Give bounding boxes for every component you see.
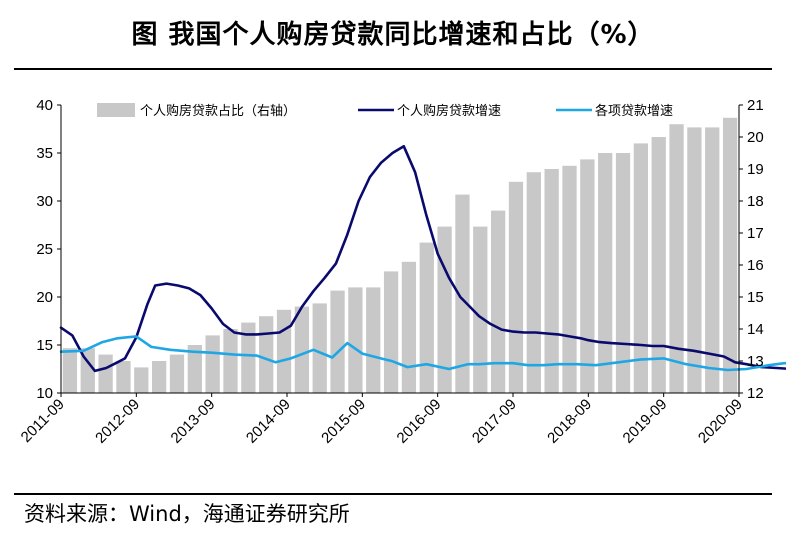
bar-mark <box>366 287 381 393</box>
x-tick-label: 2011-09 <box>18 396 68 446</box>
bar-mark <box>80 348 95 393</box>
x-tick-label: 2018-09 <box>544 396 595 447</box>
x-tick-label: 2016-09 <box>394 396 445 447</box>
legend-item-housing-growth-label: 个人购房贷款增速 <box>397 103 501 119</box>
y-right-tick-label: 15 <box>747 289 764 306</box>
bar-mark <box>330 290 345 393</box>
y-left-tick-label: 15 <box>36 337 53 354</box>
bar-mark <box>669 124 684 393</box>
x-tick-label: 2019-09 <box>620 396 671 447</box>
x-tick-label: 2014-09 <box>243 396 294 447</box>
bar-mark <box>437 226 452 393</box>
legend-item-total-growth-label: 各项贷款增速 <box>595 103 673 119</box>
bar-mark <box>259 316 274 393</box>
bar-mark <box>241 322 256 393</box>
y-right-tick-label: 16 <box>747 257 764 274</box>
bottom-rule <box>14 493 772 495</box>
source-note: 资料来源：Wind，海通证券研究所 <box>24 502 350 526</box>
housing-loan-growth-line <box>59 145 786 373</box>
bar-mark <box>419 242 434 393</box>
bar-mark <box>722 117 738 394</box>
y-right-tick-label: 21 <box>747 97 764 114</box>
bar-mark <box>580 159 595 393</box>
legend-group: 个人购房贷款占比（右轴） 个人购房贷款增速 各项贷款增速 <box>97 103 673 119</box>
bar-mark <box>473 226 488 393</box>
bar-mark <box>705 127 720 394</box>
bar-mark <box>598 153 613 393</box>
bar-mark <box>134 367 149 393</box>
bar-mark <box>151 361 167 393</box>
bar-mark <box>348 287 363 393</box>
y-right-tick-label: 19 <box>747 161 764 178</box>
top-rule <box>14 68 772 70</box>
bar-mark <box>562 165 577 393</box>
x-tick-label: 2012-09 <box>92 396 143 447</box>
chart-title: 图 我国个人购房贷款同比增速和占比（%） <box>131 20 655 50</box>
bar-mark <box>651 137 666 393</box>
y-right-tick-label: 20 <box>747 129 764 146</box>
total-loan-growth-line <box>59 335 786 372</box>
y-right-tick-label: 12 <box>747 385 764 402</box>
bar-mark <box>312 303 327 393</box>
y-left-tick-label: 25 <box>36 241 53 258</box>
bar-mark <box>116 361 131 393</box>
x-tick-label: 2013-09 <box>168 396 219 447</box>
y-left-tick-label: 35 <box>36 145 53 162</box>
bar-mark <box>98 354 113 393</box>
bar-mark <box>544 169 559 393</box>
title-bar: 图 我国个人购房贷款同比增速和占比（%） <box>0 0 786 68</box>
x-tick-label: 2017-09 <box>469 396 520 447</box>
bar-mark <box>187 345 202 393</box>
x-tick-label: 2020-09 <box>695 396 746 447</box>
x-tick-label: 2015-09 <box>318 396 369 447</box>
y-right-tick-label: 17 <box>747 225 764 242</box>
bar-mark <box>508 181 524 393</box>
y-left-tick-label: 30 <box>36 193 53 210</box>
bar-mark <box>383 271 399 393</box>
bar-mark <box>615 153 631 393</box>
bar-mark <box>490 210 506 393</box>
bar-mark <box>294 306 310 393</box>
bar-mark <box>401 261 417 393</box>
bar-mark <box>169 354 185 393</box>
bar-mark <box>526 172 541 393</box>
bar-mark <box>62 348 78 393</box>
y-left-tick-label: 10 <box>36 385 53 402</box>
bar-mark <box>633 143 649 393</box>
bar-mark <box>687 127 702 394</box>
legend-item-share-label: 个人购房贷款占比（右轴） <box>140 103 296 119</box>
y-right-tick-label: 14 <box>747 321 764 338</box>
bar-mark <box>205 335 220 393</box>
bar-mark <box>276 309 292 393</box>
line-series-group <box>59 145 786 373</box>
bar-series-group <box>62 117 738 394</box>
legend-item-share-swatch <box>97 103 135 117</box>
bar-mark <box>223 329 238 393</box>
bar-mark <box>455 194 470 393</box>
y-right-tick-label: 13 <box>747 353 764 370</box>
y-left-tick-label: 20 <box>36 289 53 306</box>
y-right-tick-label: 18 <box>747 193 764 210</box>
y-left-tick-label: 40 <box>36 97 53 114</box>
